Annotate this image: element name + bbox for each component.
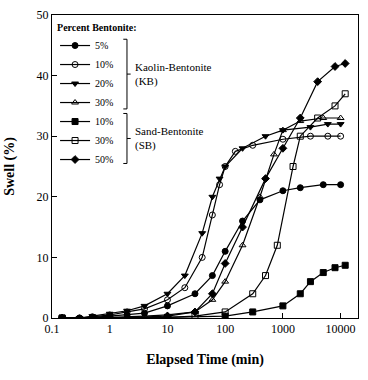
svg-text:40: 40: [37, 69, 49, 83]
svg-text:30%: 30%: [95, 135, 113, 146]
svg-text:100: 100: [216, 322, 234, 336]
svg-text:Elapsed Time (min): Elapsed Time (min): [146, 352, 264, 368]
svg-text:10%: 10%: [95, 59, 113, 70]
svg-text:20%: 20%: [95, 78, 113, 89]
svg-text:10: 10: [161, 322, 173, 336]
svg-text:1000: 1000: [271, 322, 295, 336]
svg-text:20: 20: [37, 190, 49, 204]
svg-text:5%: 5%: [95, 40, 108, 51]
svg-text:Swell (%): Swell (%): [2, 137, 18, 196]
svg-text:1: 1: [107, 322, 113, 336]
svg-text:10%: 10%: [95, 116, 113, 127]
svg-text:0: 0: [43, 311, 49, 325]
svg-text:0.1: 0.1: [45, 322, 60, 336]
svg-text:Kaolin-Bentonite(KB): Kaolin-Bentonite(KB): [135, 61, 211, 88]
svg-text:50%: 50%: [95, 154, 113, 165]
svg-text:Percent Bentonite:: Percent Bentonite:: [57, 22, 137, 33]
svg-text:30%: 30%: [95, 97, 113, 108]
svg-text:10: 10: [37, 251, 49, 265]
svg-text:Sand-Bentonite(SB): Sand-Bentonite(SB): [135, 125, 204, 152]
svg-text:30: 30: [37, 129, 49, 143]
svg-text:50: 50: [37, 8, 49, 22]
svg-text:10000: 10000: [326, 322, 356, 336]
